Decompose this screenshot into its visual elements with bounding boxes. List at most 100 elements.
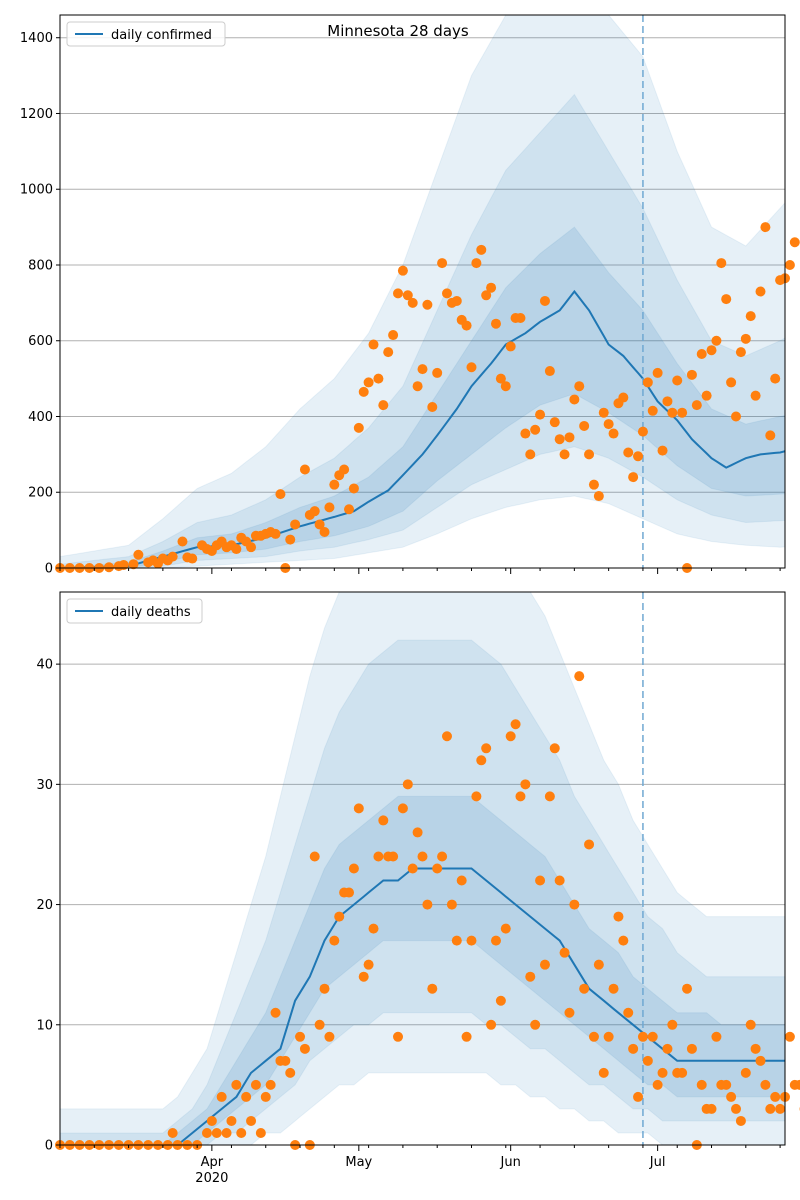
- confirmed-data-point: [530, 424, 541, 435]
- confirmed-data-point: [559, 449, 570, 460]
- deaths-data-point: [422, 899, 433, 910]
- deaths-data-point: [255, 1127, 266, 1138]
- deaths-data-point: [554, 875, 565, 886]
- confirmed-data-point: [329, 479, 340, 490]
- confirmed-data-point: [603, 419, 614, 430]
- confirmed-data-point: [677, 407, 688, 418]
- confirmed-ytick-label: 0: [45, 562, 53, 577]
- deaths-ytick-label: 20: [36, 898, 53, 913]
- deaths-ytick-label: 30: [36, 778, 53, 793]
- confirmed-data-point: [525, 449, 536, 460]
- confirmed-data-point: [290, 519, 301, 530]
- confirmed-data-point: [476, 244, 487, 255]
- confirmed-data-point: [539, 295, 550, 306]
- confirmed-data-point: [348, 483, 359, 494]
- confirmed-ytick-label: 1400: [20, 31, 53, 46]
- confirmed-data-point: [691, 400, 702, 411]
- confirmed-data-point: [549, 417, 560, 428]
- confirmed-data-point: [623, 447, 634, 458]
- confirmed-data-point: [760, 222, 771, 233]
- confirmed-data-point: [319, 527, 330, 538]
- deaths-data-point: [794, 1079, 800, 1090]
- deaths-ytick-label: 0: [45, 1139, 53, 1154]
- confirmed-data-point: [368, 339, 379, 350]
- confirmed-data-point: [270, 528, 281, 539]
- deaths-data-point: [775, 1103, 786, 1114]
- deaths-data-point: [515, 791, 526, 802]
- deaths-data-point: [574, 671, 585, 682]
- confirmed-panel: 0 200 400 600 800 1000 1200 1400 daily confirmed: [20, 14, 800, 577]
- deaths-data-point: [456, 875, 467, 886]
- deaths-legend-label: daily deaths: [111, 605, 191, 620]
- deaths-data-point: [588, 1031, 599, 1042]
- deaths-data-point: [451, 935, 462, 946]
- deaths-data-point: [652, 1079, 663, 1090]
- confirmed-line: [60, 289, 785, 568]
- confirmed-data-point: [579, 420, 590, 431]
- confirmed-data-point: [628, 472, 639, 483]
- confirmed-data-point: [246, 542, 257, 553]
- confirmed-data-point: [696, 348, 707, 359]
- confirmed-data-point: [500, 381, 511, 392]
- confirmed-confidence-band: [60, 93, 785, 568]
- confirmed-data-point: [637, 426, 648, 437]
- confirmed-data-point: [422, 299, 433, 310]
- confirmed-data-point: [412, 381, 423, 392]
- deaths-data-point: [770, 1091, 781, 1102]
- deaths-data-point: [476, 755, 487, 766]
- deaths-data-point: [412, 827, 423, 838]
- deaths-data-point: [721, 1079, 732, 1090]
- deaths-data-point: [241, 1091, 252, 1102]
- confirmed-data-point: [358, 386, 369, 397]
- confirmed-data-point: [740, 333, 751, 344]
- deaths-data-point: [441, 731, 452, 742]
- deaths-data-point: [520, 779, 531, 790]
- deaths-data-point: [167, 1127, 178, 1138]
- confirmed-axes-frame: [59, 14, 786, 569]
- deaths-data-point: [432, 863, 443, 874]
- deaths-data-point: [358, 971, 369, 982]
- deaths-data-point: [544, 791, 555, 802]
- deaths-data-point: [618, 935, 629, 946]
- confirmed-plot-area: [60, 15, 785, 568]
- deaths-data-point: [696, 1079, 707, 1090]
- confirmed-data-point: [339, 464, 350, 475]
- confirmed-data-point: [642, 377, 653, 388]
- confirmed-data-point: [652, 367, 663, 378]
- deaths-data-point: [784, 1031, 795, 1042]
- deaths-data-point: [481, 743, 492, 754]
- confirmed-ytick-label: 1200: [20, 107, 53, 122]
- deaths-data-point: [530, 1019, 541, 1030]
- deaths-data-point: [299, 1043, 310, 1054]
- confirmed-data-point: [750, 390, 761, 401]
- deaths-data-point: [353, 803, 364, 814]
- confirmed-data-point: [495, 373, 506, 384]
- deaths-data-point: [309, 851, 320, 862]
- confirmed-data-point: [618, 392, 629, 403]
- deaths-data-point: [706, 1103, 717, 1114]
- confirmed-data-point: [633, 451, 644, 462]
- deaths-plot-area: [60, 592, 785, 1145]
- deaths-data-point: [539, 959, 550, 970]
- confirmed-data-point: [437, 258, 448, 269]
- confirmed-data-point: [177, 536, 188, 547]
- deaths-data-point: [755, 1055, 766, 1066]
- deaths-data-point: [402, 779, 413, 790]
- confirmed-data-point: [515, 313, 526, 324]
- confirmed-data-point: [383, 347, 394, 358]
- confirmed-data-point: [672, 375, 683, 386]
- confirmed-data-point: [466, 362, 477, 373]
- confirmed-data-point: [363, 377, 374, 388]
- confirmed-data-point: [388, 330, 399, 341]
- confirmed-data-point: [309, 506, 320, 517]
- deaths-data-point: [319, 983, 330, 994]
- confirmed-legend-label: daily confirmed: [111, 28, 212, 43]
- confirmed-data-point: [344, 504, 355, 515]
- confirmed-data-point: [324, 502, 335, 513]
- chart-title: Minnesota 28 days: [327, 22, 469, 40]
- deaths-data-point: [579, 983, 590, 994]
- confirmed-data-point: [490, 318, 501, 329]
- confirmed-data-point: [373, 373, 384, 384]
- confirmed-data-point: [451, 295, 462, 306]
